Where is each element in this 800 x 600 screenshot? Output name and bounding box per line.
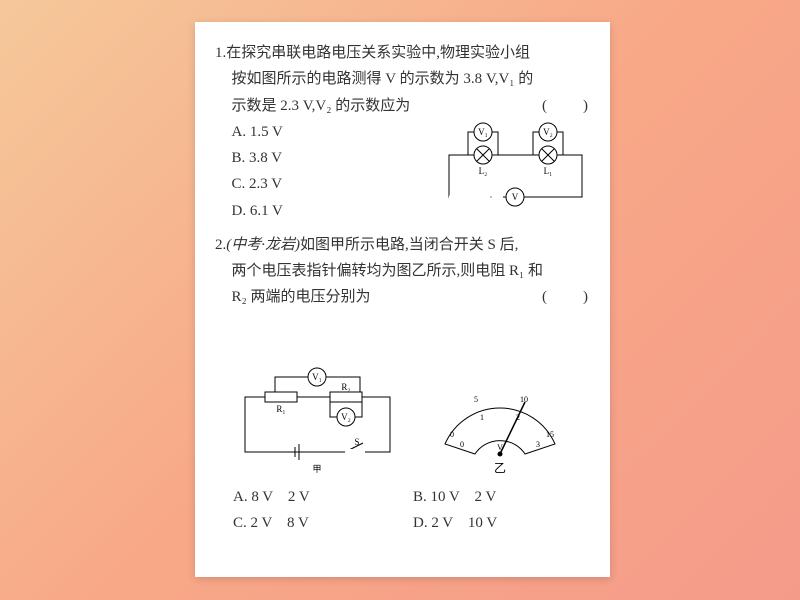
gauge-caption: 乙 bbox=[494, 461, 506, 475]
gauge-inner-2: 2 bbox=[516, 413, 520, 422]
page: 1.在探究串联电路电压关系实验中,物理实验小组 按如图所示的电路测得 V 的示数… bbox=[195, 22, 610, 577]
q2-l2: 两个电压表指针偏转均为图乙所示,则电阻 R₁ 和 bbox=[232, 258, 591, 284]
q2-stem-cont: 两个电压表指针偏转均为图乙所示,则电阻 R₁ 和 R₂ 两端的电压分别为 ( ) bbox=[215, 258, 590, 311]
q2-circuit-diagram: V₁ V₂ R₁ R₂ S 甲 bbox=[235, 367, 400, 477]
gauge-outer-10: 10 bbox=[520, 395, 528, 404]
q1-l2: 按如图所示的电路测得 V 的示数为 3.8 V,V₁ 的 bbox=[232, 66, 591, 92]
q1-l3-text: 示数是 2.3 V,V₂ 的示数应为 bbox=[232, 98, 411, 114]
q2-gauge: 0 5 10 15 0 1 2 3 V 乙 bbox=[430, 372, 570, 477]
q2-stem: 2.(中考·龙岩)如图甲所示电路,当闭合开关 S 后, bbox=[215, 232, 590, 258]
q2-number: 2. bbox=[215, 237, 226, 253]
gauge-inner-3: 3 bbox=[536, 440, 540, 449]
q2-switch-label: S bbox=[354, 437, 359, 447]
q1-l1: 在探究串联电路电压关系实验中,物理实验小组 bbox=[226, 45, 530, 61]
meter-v1-label: V₁ bbox=[478, 127, 488, 137]
gauge-inner-1: 1 bbox=[480, 413, 484, 422]
q2-r1-label: R₁ bbox=[276, 404, 285, 414]
q1-stem: 1.在探究串联电路电压关系实验中,物理实验小组 bbox=[215, 40, 590, 66]
q2-source: (中考·龙岩) bbox=[226, 237, 300, 253]
q2-circuit-caption: 甲 bbox=[312, 464, 321, 474]
gauge-unit: V bbox=[497, 443, 503, 452]
q2-opt-a: A. 8 V 2 V bbox=[233, 484, 413, 510]
meter-v-label: V bbox=[512, 192, 519, 202]
gauge-outer-15: 15 bbox=[546, 430, 554, 439]
gauge-outer-0: 0 bbox=[450, 430, 454, 439]
q2-r2-label: R₂ bbox=[341, 382, 350, 392]
lamp-l1-label: L₁ bbox=[544, 166, 553, 176]
q2-opt-c: C. 2 V 8 V bbox=[233, 510, 413, 536]
q2-l3: R₂ 两端的电压分别为 ( ) bbox=[232, 284, 591, 310]
q2-l3-text: R₂ 两端的电压分别为 bbox=[232, 289, 371, 305]
gauge-inner-0: 0 bbox=[460, 440, 464, 449]
q2-opt-b: B. 10 V 2 V bbox=[413, 484, 593, 510]
q1-l3: 示数是 2.3 V,V₂ 的示数应为 ( ) bbox=[232, 93, 591, 119]
q2-options: A. 8 V 2 V B. 10 V 2 V C. 2 V 8 V D. 2 V… bbox=[233, 484, 593, 537]
q1-paren: ( ) bbox=[542, 93, 590, 119]
q2-opt-d: D. 2 V 10 V bbox=[413, 510, 593, 536]
q2-meter-v1-label: V₁ bbox=[312, 372, 322, 382]
lamp-l2-label: L₂ bbox=[479, 166, 488, 176]
q2-paren: ( ) bbox=[542, 284, 590, 310]
gauge-outer-5: 5 bbox=[474, 395, 478, 404]
q2-meter-v2-label: V₂ bbox=[341, 412, 351, 422]
q1-circuit-diagram: V₁ V₂ V L₂ L₁ bbox=[443, 120, 588, 215]
q1-number: 1. bbox=[215, 45, 226, 61]
q2-l1: 如图甲所示电路,当闭合开关 S 后, bbox=[300, 237, 518, 253]
meter-v2-label: V₂ bbox=[543, 127, 553, 137]
